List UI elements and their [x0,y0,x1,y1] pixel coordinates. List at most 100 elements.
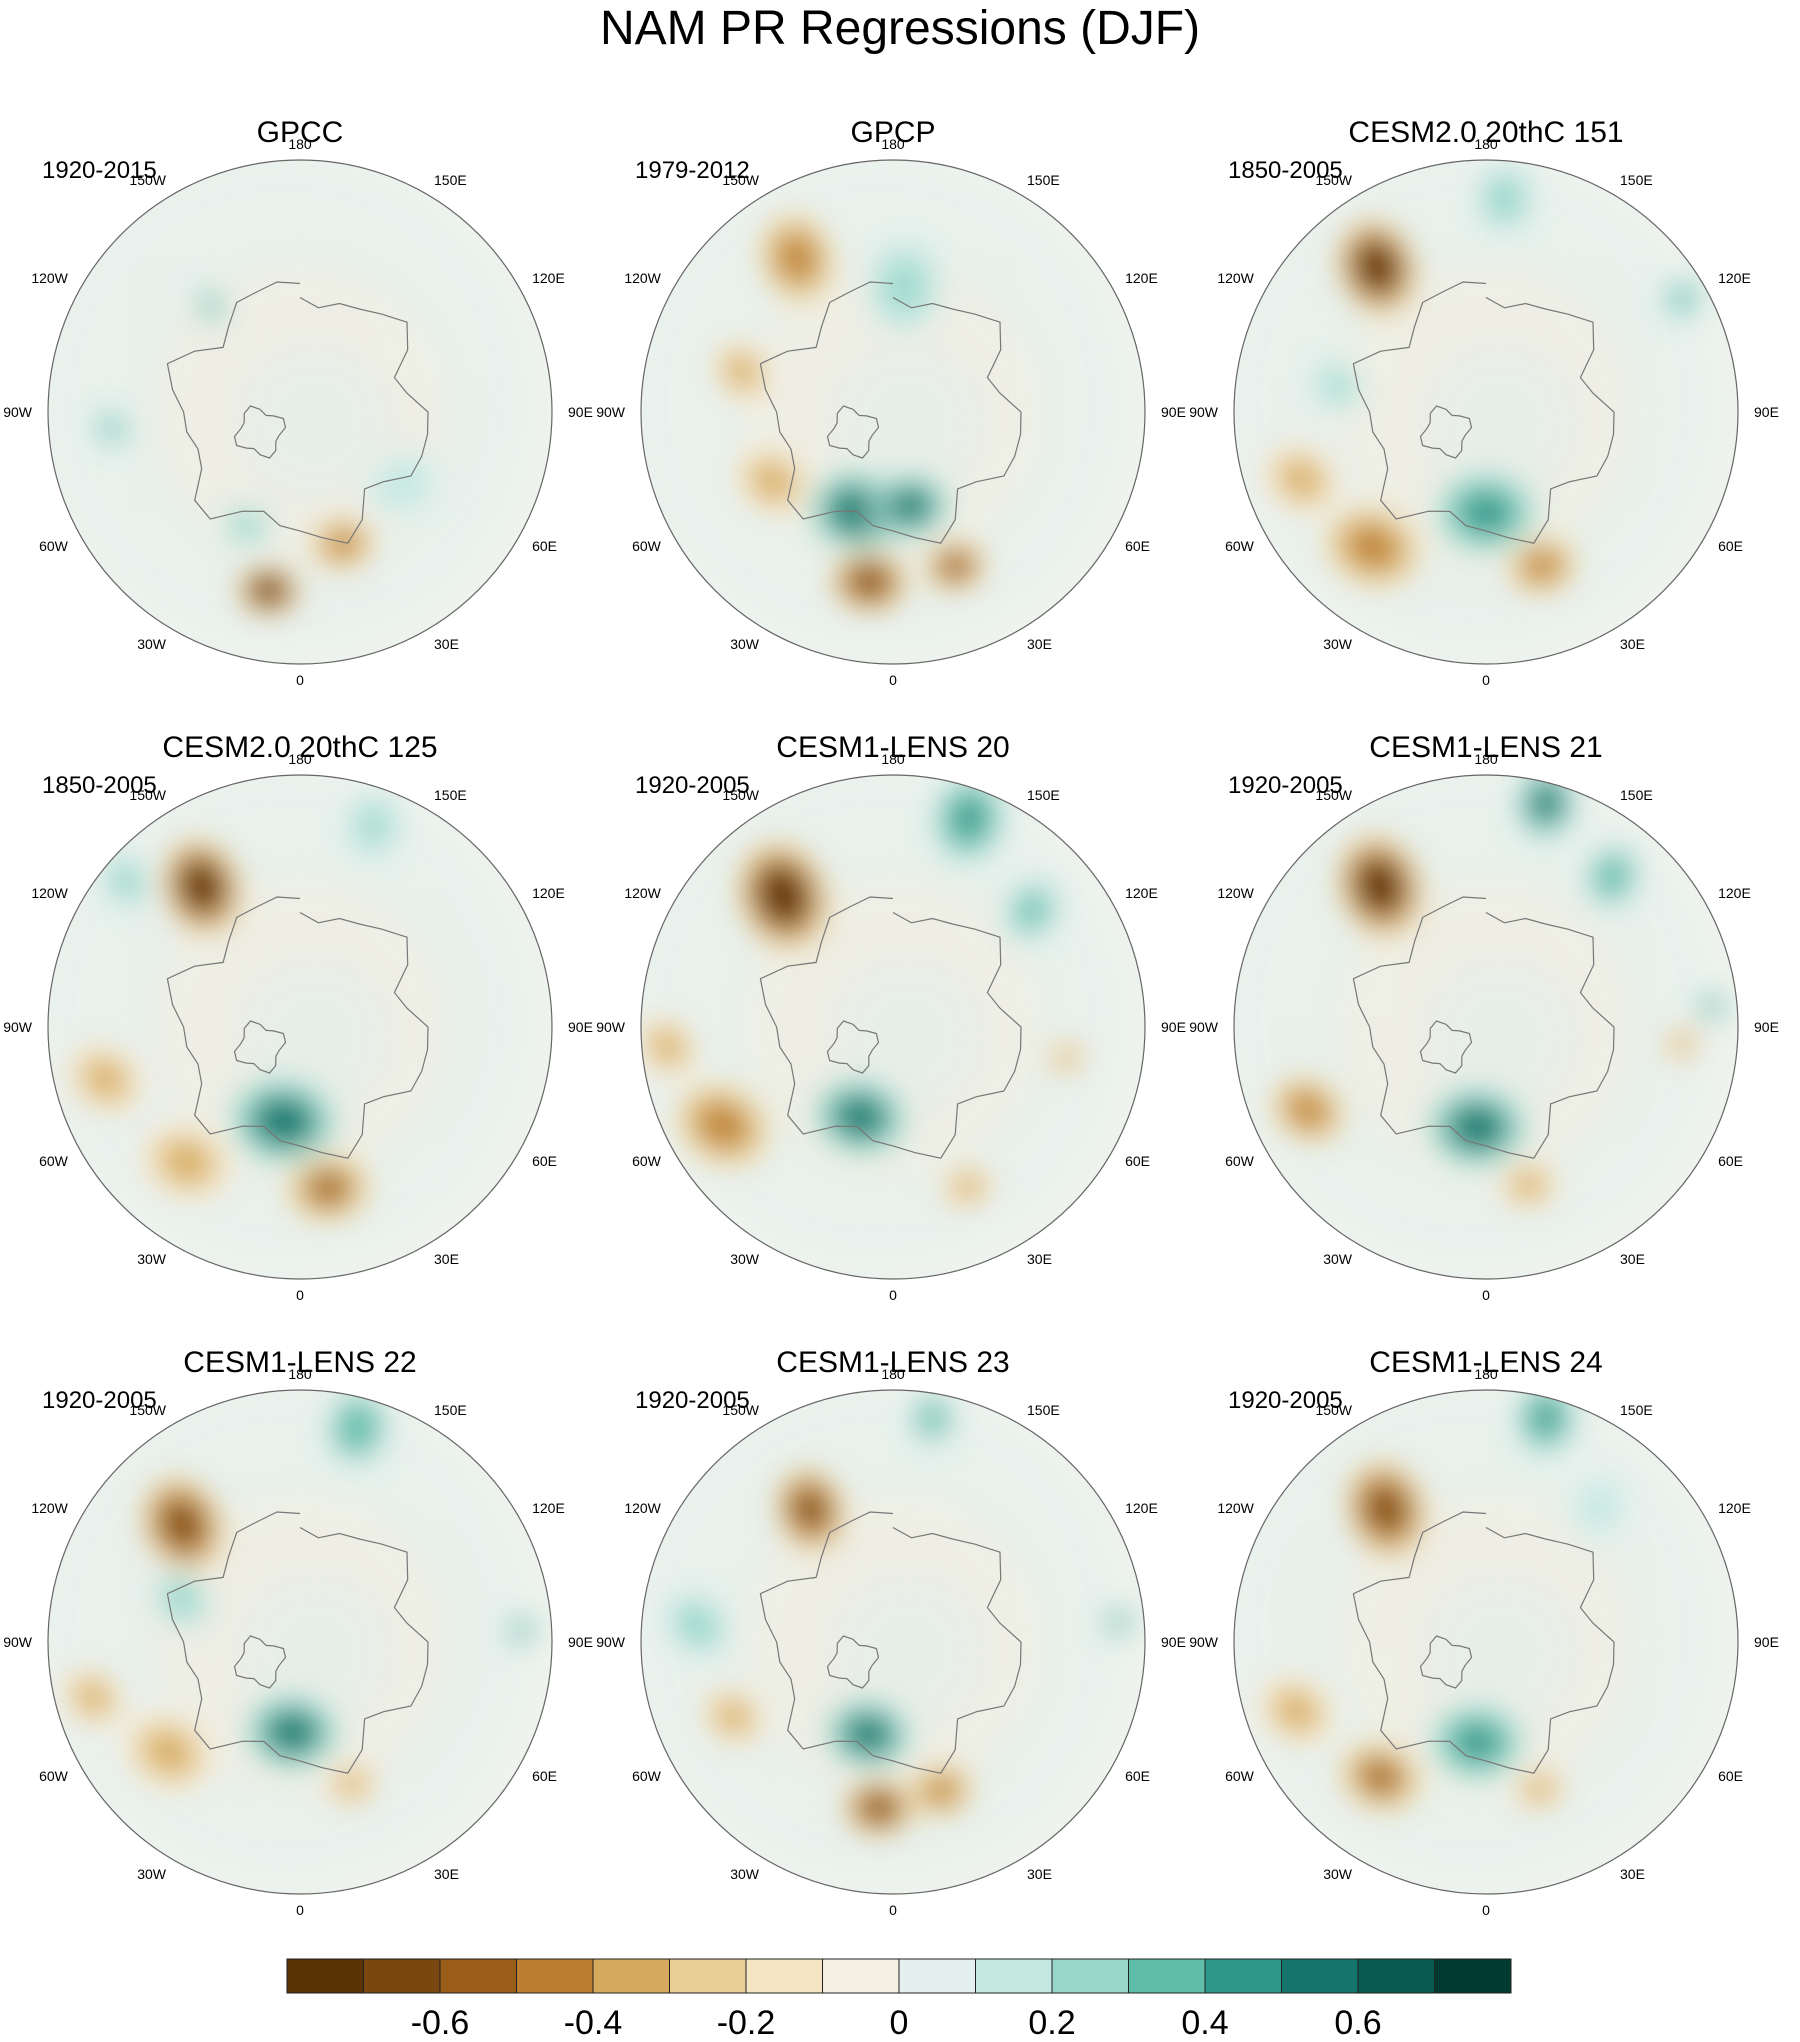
longitude-label: 30W [137,1251,167,1267]
anomaly-contour [1017,893,1047,928]
coastline [759,281,1022,544]
longitude-label: 90E [1161,1019,1186,1035]
anomaly-contour [1490,181,1519,216]
anomaly-contour [145,1731,193,1773]
longitude-label: 90W [3,404,33,420]
anomaly-contour [759,868,806,923]
longitude-label: 180 [1474,1366,1498,1382]
longitude-label: 30E [1027,1866,1052,1882]
background-anomaly [832,346,984,498]
longitude-label: 60W [1225,538,1255,554]
longitude-label: 120E [532,270,565,286]
longitude-label: 150E [434,787,467,803]
longitude-label: 150E [1620,787,1653,803]
anomaly-contour [102,419,122,438]
longitude-label: 120W [1217,1500,1254,1516]
longitude-label: 150E [1620,1402,1653,1418]
colorbar-swatch [1281,1958,1359,1994]
anomaly-contour [85,1060,125,1098]
longitude-label: 90E [1754,404,1779,420]
panel-period: 1979-2012 [635,157,750,184]
anomaly-contour [681,1609,713,1641]
map-border [47,159,553,665]
colorbar-swatch [669,1958,747,1994]
longitude-label: 60W [632,1768,662,1784]
map-panel: CESM1-LENS 22 1920-2005 180 150E 120E 90E 60E 3… [3,1346,593,1918]
longitude-label: 150W [722,1402,759,1418]
anomaly-contour [76,1682,110,1713]
coastline [759,896,1022,1159]
longitude-label: 60E [1125,538,1150,554]
longitude-label: 0 [1482,1287,1490,1303]
colorbar-swatch [1128,1958,1206,1994]
longitude-label: 90W [596,404,626,420]
longitude-label: 30W [137,636,167,652]
coastline [1352,896,1615,1159]
panel-title: CESM2.0 20thC 151 [1348,116,1623,149]
colorbar-swatch [286,1958,364,1994]
background-anomaly [832,1576,984,1728]
longitude-label: 0 [1482,672,1490,688]
anomaly-contour [1277,1692,1317,1730]
longitude-label: 90E [1754,1634,1779,1650]
longitude-label: 60W [1225,1768,1255,1784]
anomaly-contour [1532,1400,1560,1436]
longitude-label: 120E [1718,885,1751,901]
longitude-label: 120E [1718,270,1751,286]
map-border [1233,159,1739,665]
colorbar-tick-label: 0.4 [1181,2004,1228,2042]
longitude-label: 90W [596,1634,626,1650]
longitude-label: 90E [1161,1634,1186,1650]
longitude-label: 150E [1620,172,1653,188]
anomaly-contour [1585,1489,1614,1524]
longitude-label: 120E [1718,1500,1751,1516]
panel-grid: GPCC 1920-2015 180 150E 120E 90E 60E 30E 0 30W 60W… [3,116,1779,1918]
anomaly-contour [234,516,259,537]
longitude-label: 30W [137,1866,167,1882]
coastline-greenland [233,1020,287,1074]
map-panel: CESM1-LENS 24 1920-2005 180 150E 120E 90E 60E 3… [1189,1346,1779,1918]
anomaly-contour [1525,1777,1554,1800]
coastline-greenland [1419,405,1473,459]
longitude-label: 60W [1225,1153,1255,1169]
longitude-label: 90W [3,1634,33,1650]
anomaly-contour [1289,1093,1326,1127]
anomaly-contour [699,1104,746,1147]
longitude-label: 120W [31,885,68,901]
longitude-label: 0 [296,1902,304,1918]
longitude-label: 30E [434,1251,459,1267]
longitude-label: 120E [1125,1500,1158,1516]
map-panel: CESM1-LENS 20 1920-2005 180 150E 120E 90E 60E 3… [596,731,1186,1303]
longitude-label: 60E [532,1153,557,1169]
longitude-label: 60W [632,538,662,554]
anomaly-contour [793,1488,828,1531]
panel-period: 1920-2005 [635,1387,750,1414]
longitude-label: 120E [532,885,565,901]
colorbar-swatch [1204,1958,1282,1994]
anomaly-contour [1358,860,1402,912]
longitude-label: 30W [730,636,760,652]
colorbar-tick-label: -0.6 [411,2004,470,2042]
anomaly-contour [359,808,388,843]
colorbar-swatch [745,1958,823,1994]
anomaly-contour [1360,1759,1401,1795]
colorbar-swatch [1357,1958,1435,1994]
longitude-label: 60W [39,538,69,554]
longitude-label: 150E [434,172,467,188]
longitude-label: 90W [596,1019,626,1035]
longitude-label: 150E [1027,1402,1060,1418]
longitude-label: 180 [1474,751,1498,767]
colorbar-swatch [822,1958,900,1994]
coastline-greenland [1419,1635,1473,1689]
coastline [1352,281,1615,544]
longitude-label: 150W [129,172,166,188]
background-anomaly [239,346,391,498]
longitude-label: 180 [881,136,905,152]
colorbar-swatch [363,1958,441,1994]
coastline [166,1511,429,1774]
panel-title: CESM2.0 20thC 125 [162,731,437,764]
longitude-label: 30W [1323,636,1353,652]
anomaly-contour [181,862,222,911]
